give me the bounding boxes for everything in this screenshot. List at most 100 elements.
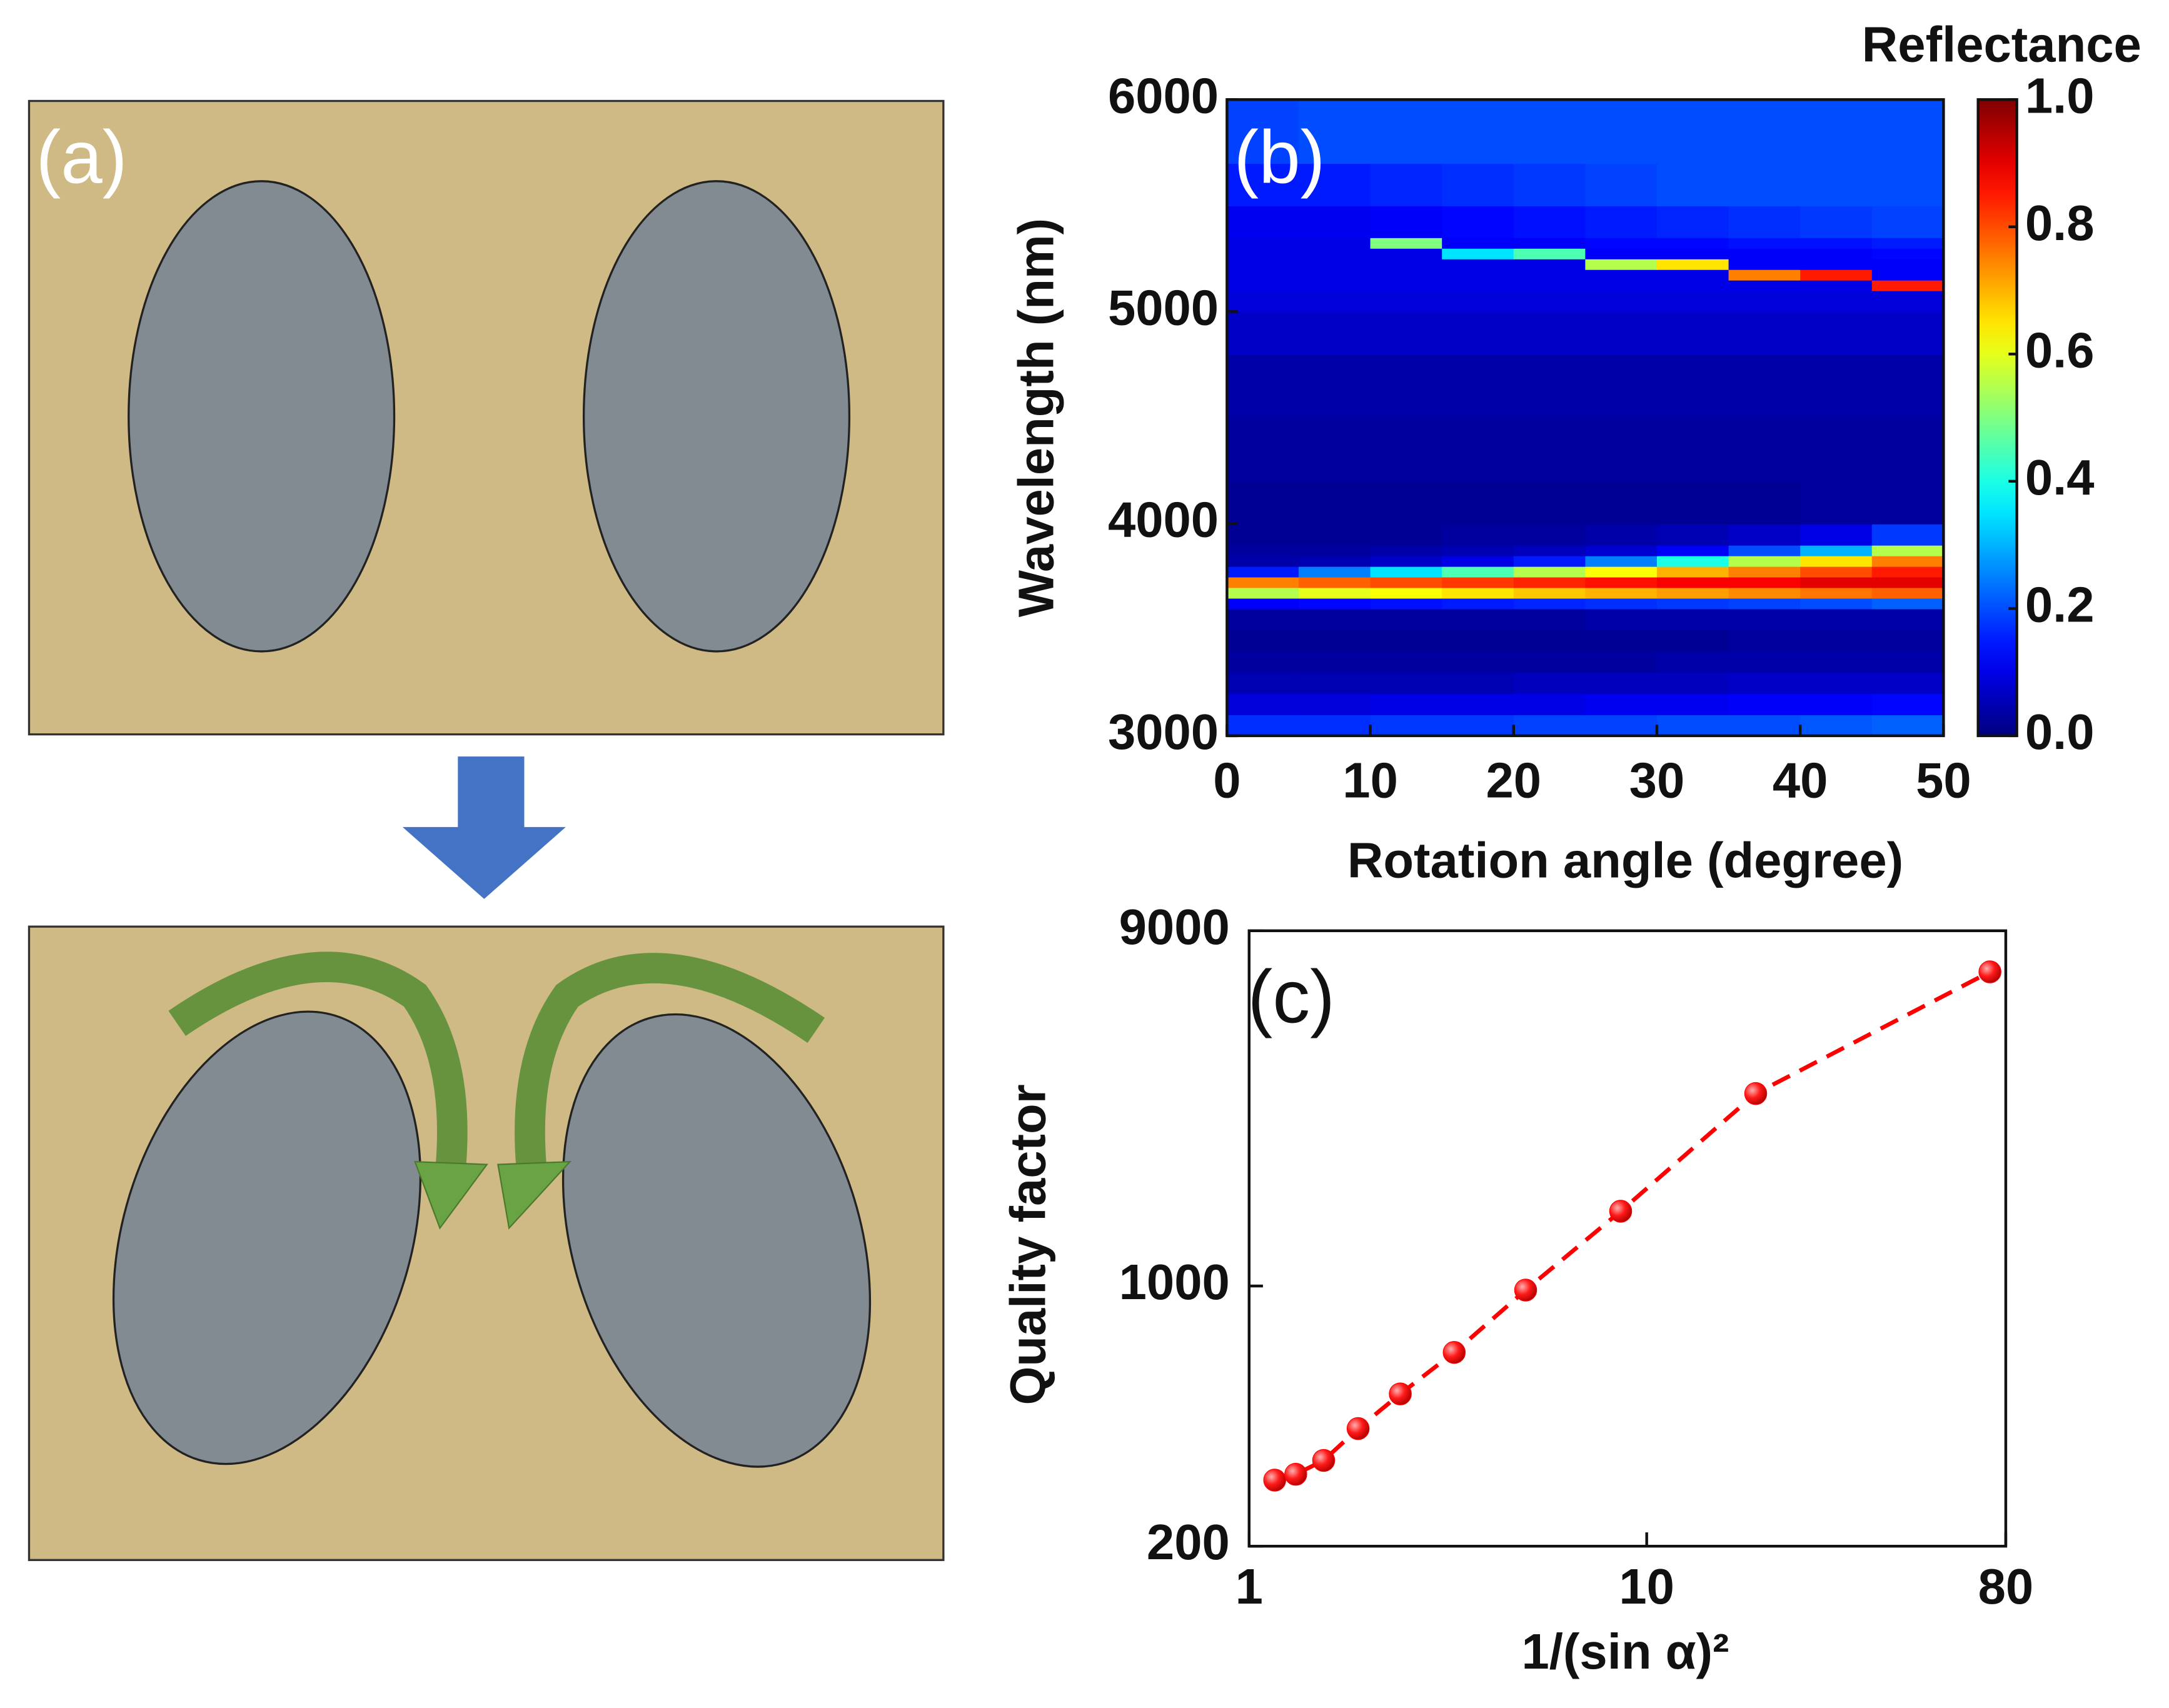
heatmap-cell	[1800, 237, 1873, 249]
heatmap-cell	[1656, 651, 1729, 673]
heatmap-cell	[1513, 418, 1586, 482]
heatmap-cell	[1298, 354, 1371, 419]
data-point	[1442, 1341, 1466, 1364]
arrow-shaft	[458, 756, 525, 829]
heatmap-cell	[1227, 523, 1300, 546]
x-axis-label: Rotation angle (degree)	[1347, 833, 1903, 888]
colorbar-tick-label: 0.6	[2025, 322, 2095, 378]
heatmap-cell	[1871, 248, 1945, 259]
heatmap-cell	[1585, 714, 1658, 736]
heatmap-cell	[1298, 248, 1371, 259]
heatmap-cell	[1656, 630, 1729, 652]
heatmap-cell	[1656, 311, 1729, 355]
heatmap-cell	[1728, 279, 1801, 291]
heatmap-cell	[1728, 290, 1801, 313]
heatmap-cell	[1728, 481, 1801, 525]
heatmap-cell	[1585, 576, 1658, 588]
heatmap-cell	[1585, 258, 1658, 270]
heatmap-cell	[1370, 587, 1443, 599]
heatmap-cell	[1656, 354, 1729, 419]
x-tick-label: 10	[1619, 1559, 1674, 1614]
heatmap-cell	[1871, 608, 1945, 631]
heatmap-cell	[1370, 566, 1443, 578]
heatmap-cell	[1442, 555, 1514, 567]
heatmap-cell	[1513, 99, 1586, 164]
heatmap-cell	[1871, 354, 1945, 419]
heatmap-cell	[1513, 608, 1586, 631]
heatmap-cell	[1871, 693, 1945, 716]
heatmap-cell	[1585, 99, 1658, 164]
x-tick-label: 1	[1235, 1559, 1263, 1614]
heatmap-cell	[1728, 237, 1801, 249]
heatmap-cell	[1656, 248, 1729, 259]
heatmap-cell	[1800, 269, 1873, 281]
heatmap-cell	[1728, 651, 1801, 673]
ellipse	[582, 180, 851, 653]
heatmap-cell	[1298, 545, 1371, 556]
heatmap-cell	[1871, 481, 1945, 525]
heatmap-cell	[1442, 163, 1514, 206]
heatmap-cell	[1728, 587, 1801, 599]
x-tick-label: 40	[1773, 752, 1828, 808]
heatmap-cell	[1656, 481, 1729, 525]
heatmap-cell	[1370, 418, 1443, 482]
colorbar-tick-label: 0.8	[2025, 195, 2095, 251]
heatmap-cell	[1800, 99, 1873, 164]
heatmap-cell	[1442, 672, 1514, 695]
heatmap-cell	[1728, 269, 1801, 281]
colorbar-tick-label: 0.2	[2025, 576, 2095, 632]
heatmap-cell	[1370, 248, 1443, 259]
heatmap-cell	[1728, 163, 1801, 206]
heatmap-cell	[1442, 354, 1514, 419]
heatmap-cell	[1298, 163, 1371, 206]
heatmap-cell	[1370, 545, 1443, 556]
heatmap-cell	[1871, 630, 1945, 652]
heatmap-cell	[1298, 566, 1371, 578]
heatmap-cell	[1442, 237, 1514, 249]
heatmap-cell	[1871, 290, 1945, 313]
heatmap-cell	[1656, 258, 1729, 270]
heatmap-cell	[1871, 545, 1945, 556]
heatmap-cell	[1871, 163, 1945, 206]
heatmap-cell	[1800, 279, 1873, 291]
data-point	[1312, 1449, 1336, 1472]
heatmap-cell	[1513, 481, 1586, 525]
heatmap-cell	[1513, 598, 1586, 610]
x-tick-label: 10	[1342, 752, 1398, 808]
heatmap-cell	[1442, 311, 1514, 355]
panel-label: (a)	[36, 116, 128, 199]
heatmap-cell	[1800, 693, 1873, 716]
y-tick-label: 5000	[1108, 280, 1219, 336]
heatmap-cell	[1656, 163, 1729, 206]
heatmap-cell	[1871, 587, 1945, 599]
heatmap-cell	[1728, 418, 1801, 482]
heatmap-cell	[1298, 714, 1371, 736]
heatmap-cell	[1442, 258, 1514, 270]
heatmap-cell	[1585, 354, 1658, 419]
heatmap-cell	[1513, 258, 1586, 270]
heatmap-cell	[1298, 576, 1371, 588]
heatmap-cell	[1871, 279, 1945, 291]
heatmap-cell	[1370, 555, 1443, 567]
rotation-arrow	[515, 953, 825, 1166]
heatmap-cell	[1871, 269, 1945, 281]
heatmap-cell	[1442, 99, 1514, 164]
heatmap-cell	[1513, 523, 1586, 546]
heatmap-cell	[1298, 608, 1371, 631]
heatmap-cell	[1800, 248, 1873, 259]
heatmap-cell	[1871, 258, 1945, 270]
heatmap-cell	[1728, 555, 1801, 567]
arrow-head	[402, 826, 566, 899]
heatmap-cell	[1442, 248, 1514, 259]
heatmap-cell	[1513, 630, 1586, 652]
heatmap-cell	[1513, 248, 1586, 259]
heatmap-cell	[1298, 205, 1371, 238]
heatmap-cell	[1871, 576, 1945, 588]
data-point	[1263, 1469, 1287, 1492]
heatmap-cell	[1227, 608, 1300, 631]
heatmap-cell	[1298, 587, 1371, 599]
heatmap-cell	[1298, 311, 1371, 355]
heatmap-cell	[1800, 576, 1873, 588]
heatmap-cell	[1585, 163, 1658, 206]
